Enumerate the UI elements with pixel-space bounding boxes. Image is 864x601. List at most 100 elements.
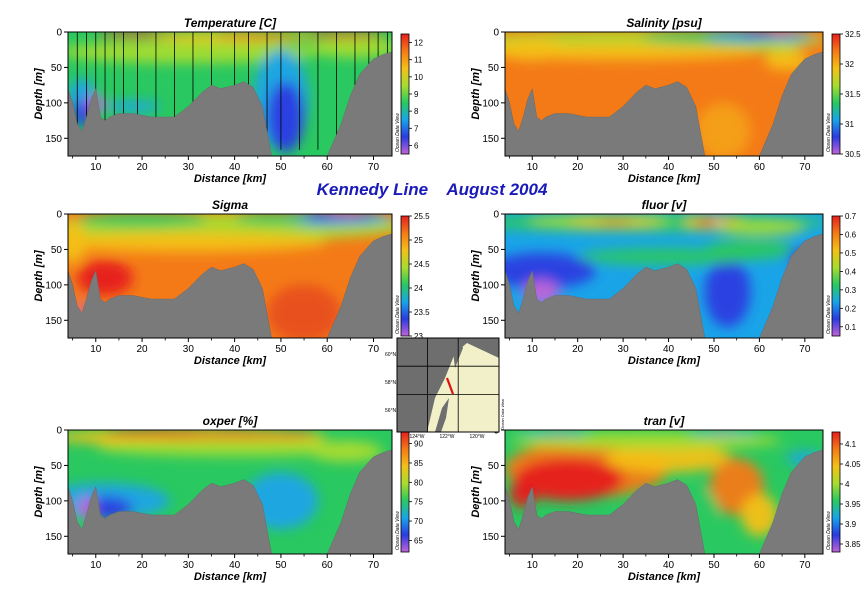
field-blob	[550, 431, 569, 434]
x-tick-label: 20	[572, 162, 584, 173]
field-blob	[68, 232, 328, 253]
field-blob	[505, 252, 596, 289]
colorbar-tick-label: 90	[414, 440, 423, 449]
x-tick-label: 20	[136, 344, 148, 355]
y-tick-label: 0	[493, 28, 499, 39]
watermark: Ocean Data View	[826, 113, 832, 152]
map-lon-label: 124°W	[409, 434, 424, 440]
y-axis-label: Depth [m]	[33, 68, 45, 120]
chart-panel-4: fluor [v] 10 20 30 40 50 60 70 Distance [km] 0 50 1…	[470, 198, 857, 367]
watermark: Ocean Data View	[395, 511, 401, 550]
map-frame	[396, 337, 500, 433]
field-blob	[711, 221, 726, 224]
y-axis-label: Depth [m]	[470, 250, 482, 302]
field-blob	[704, 256, 751, 328]
x-tick-label: 70	[799, 162, 811, 173]
bathymetry	[68, 51, 392, 156]
colorbar-tick-label: 24	[414, 284, 423, 293]
x-tick-label: 30	[183, 560, 195, 571]
colorbar-tick-label: 32	[845, 60, 854, 69]
y-tick-label: 150	[482, 532, 499, 543]
map-lon-label: 122°W	[439, 434, 454, 440]
field-blob	[505, 39, 569, 61]
x-tick-label: 50	[708, 344, 720, 355]
colorbar-tick-label: 3.95	[845, 500, 861, 509]
x-axis-label: Distance [km]	[628, 355, 700, 367]
y-tick-label: 100	[482, 98, 499, 109]
x-tick-label: 40	[229, 560, 241, 571]
x-tick-label: 40	[663, 162, 675, 173]
y-tick-label: 150	[45, 134, 62, 145]
colorbar-tick-label: 0.3	[845, 286, 857, 295]
x-tick-label: 20	[136, 560, 148, 571]
section-field	[505, 32, 823, 156]
field-blob	[577, 248, 760, 266]
colorbar-tick-label: 4	[845, 480, 850, 489]
field-blob	[327, 214, 365, 219]
x-tick-label: 50	[708, 560, 720, 571]
bathymetry	[505, 51, 823, 156]
y-tick-label: 0	[56, 426, 62, 437]
panel-title: Temperature [C]	[184, 16, 277, 30]
bathymetry	[68, 233, 392, 338]
field-blob	[68, 221, 87, 264]
field-blob	[267, 284, 342, 338]
y-tick-label: 100	[482, 280, 499, 291]
plot-frame	[504, 429, 824, 555]
colorbar-tick-label: 24.5	[414, 260, 430, 269]
x-axis-label: Distance [km]	[194, 571, 266, 583]
bathymetry	[68, 449, 392, 554]
colorbar-tick-label: 6	[414, 141, 419, 150]
x-tick-label: 40	[663, 344, 675, 355]
map-track	[445, 377, 455, 395]
y-tick-label: 50	[488, 63, 500, 74]
field-blob	[216, 32, 300, 40]
plot-frame	[504, 31, 824, 157]
colorbar-tick-label: 0.1	[845, 323, 857, 332]
x-tick-label: 70	[368, 560, 380, 571]
section-field	[68, 430, 392, 554]
watermark: Ocean Data View	[826, 511, 832, 550]
watermark: Ocean Data View	[395, 295, 401, 334]
x-tick-label: 50	[275, 344, 287, 355]
y-tick-label: 100	[45, 98, 62, 109]
field-blob	[77, 214, 207, 227]
panel-title: Sigma	[212, 198, 248, 212]
y-tick-label: 100	[482, 496, 499, 507]
field-blob	[713, 221, 805, 236]
x-tick-label: 70	[799, 560, 811, 571]
x-axis-label: Distance [km]	[628, 173, 700, 185]
plot-frame	[67, 213, 393, 339]
colorbar-tick-label: 32.5	[845, 30, 861, 39]
colorbar-tick-label: 31.5	[845, 90, 861, 99]
y-tick-label: 50	[51, 245, 63, 256]
colorbar-tick-label: 9	[414, 90, 419, 99]
x-tick-label: 60	[754, 162, 766, 173]
map-lat-label: 58°N	[385, 380, 397, 386]
plot-frame	[504, 213, 824, 339]
x-tick-label: 40	[229, 344, 241, 355]
y-tick-label: 50	[51, 461, 63, 472]
chart-panel-5: oxper [%] 10 20 30 40 50 60 70 Distance [km] 0 50 1…	[33, 414, 423, 583]
section-field	[505, 430, 823, 554]
colorbar-tick-label: 0.2	[845, 304, 857, 313]
colorbar-tick-label: 75	[414, 498, 423, 507]
y-tick-label: 0	[56, 210, 62, 221]
colorbar-tick-label: 0.5	[845, 249, 857, 258]
chart-panel-2: Salinity [psu] 10 20 30 40 50 60 70 Distance [km…	[470, 16, 861, 185]
colorbar-tick-label: 65	[414, 536, 423, 545]
field-blob	[604, 444, 733, 473]
x-tick-label: 20	[572, 560, 584, 571]
x-tick-label: 10	[90, 344, 102, 355]
x-tick-label: 20	[572, 344, 584, 355]
bathymetry	[505, 449, 823, 554]
y-axis-label: Depth [m]	[470, 68, 482, 120]
map-lat-label: 56°N	[385, 408, 397, 414]
colorbar-tick-label: 30.5	[845, 150, 861, 159]
field-blob	[768, 32, 796, 37]
plot-frame	[67, 429, 393, 555]
colorbar-tick-label: 0.4	[845, 267, 857, 276]
x-tick-label: 40	[229, 162, 241, 173]
